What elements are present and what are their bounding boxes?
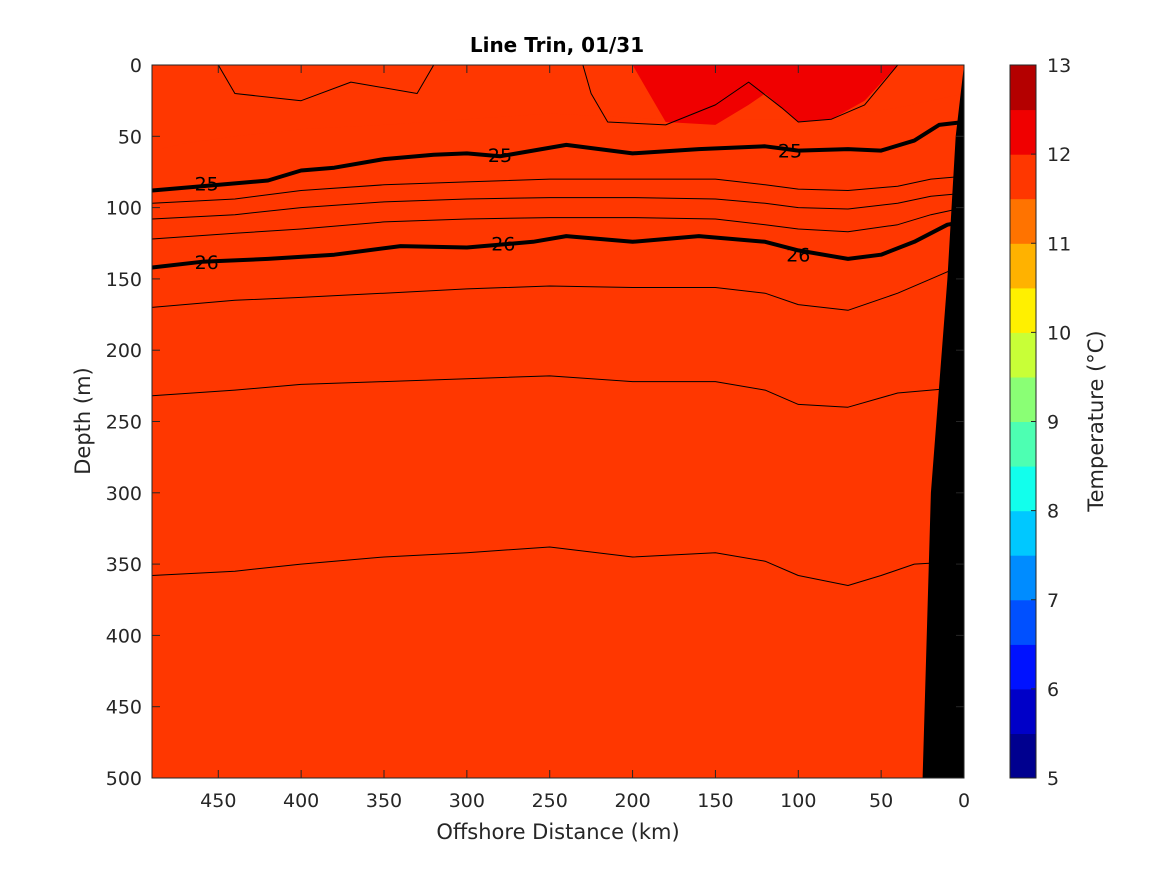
colorbar-tick-label: 8 (1047, 501, 1059, 523)
x-tick-label: 150 (697, 790, 733, 812)
colorbar-tick-label: 5 (1047, 768, 1059, 790)
temperature-band-11-5 (152, 93, 964, 778)
colorbar-label: Temperature (°C) (1084, 330, 1108, 512)
x-axis-label: Offshore Distance (km) (436, 820, 679, 844)
y-tick-label: 250 (106, 412, 142, 434)
contour-labels: 25 25 25 26 26 26 (195, 141, 811, 274)
x-tick-label: 50 (869, 790, 893, 812)
contour-label-25: 25 (778, 141, 802, 163)
contour-label-26: 26 (195, 252, 219, 274)
colorbar-swatch (1010, 109, 1036, 155)
contour-label-26: 26 (786, 245, 810, 267)
isopycnal-line (582, 65, 899, 126)
isopycnal-line (217, 65, 435, 102)
y-tick-label: 450 (106, 697, 142, 719)
temperature-bands (152, 65, 964, 778)
y-axis-ticks: 0 50 100 150 200 250 300 350 400 450 500 (106, 55, 964, 790)
y-tick-label: 400 (106, 625, 142, 647)
colorbar-swatch (1010, 65, 1036, 111)
x-tick-label: 200 (614, 790, 650, 812)
colorbar-tick-label: 11 (1047, 233, 1071, 255)
colorbar-tick-label: 9 (1047, 412, 1059, 434)
colorbar-swatch (1010, 733, 1036, 779)
y-tick-label: 350 (106, 554, 142, 576)
chart-title: Line Trin, 01/31 (470, 33, 644, 57)
colorbar-swatches (1010, 65, 1036, 779)
isolines (152, 65, 964, 586)
isopycnal-line (152, 207, 964, 240)
colorbar-swatch (1010, 198, 1036, 244)
colorbar-tick-label: 13 (1047, 55, 1071, 77)
colorbar-swatch (1010, 287, 1036, 333)
colorbar-swatch (1010, 688, 1036, 734)
colorbar-tick-label: 12 (1047, 144, 1071, 166)
colorbar-swatch (1010, 466, 1036, 512)
colorbar-swatch (1010, 154, 1036, 200)
x-tick-label: 250 (532, 790, 568, 812)
contour-label-25: 25 (488, 145, 512, 167)
colorbar: 5 6 7 8 9 10 11 12 13 (1009, 55, 1071, 790)
colorbar-swatch (1010, 555, 1036, 601)
isopycnal-line (152, 375, 964, 408)
colorbar-tick-label: 7 (1047, 590, 1059, 612)
isopycnal-25-line (152, 120, 964, 193)
x-tick-label: 0 (958, 790, 970, 812)
isopycnal-line (152, 192, 964, 220)
x-tick-label: 450 (200, 790, 236, 812)
y-axis-label: Depth (m) (71, 367, 95, 474)
colorbar-swatch (1010, 376, 1036, 422)
bathymetry-mask (922, 65, 964, 778)
isopycnal-26-line (152, 219, 964, 270)
isopycnal-line (152, 175, 964, 204)
temperature-band-12 (632, 65, 898, 125)
y-tick-label: 100 (106, 198, 142, 220)
y-tick-label: 0 (130, 55, 142, 77)
colorbar-swatch (1010, 599, 1036, 645)
colorbar-swatch (1010, 243, 1036, 289)
contour-label-25: 25 (195, 173, 219, 195)
x-axis-ticks: 450 400 350 300 250 200 150 100 50 0 (200, 65, 970, 812)
x-tick-label: 350 (366, 790, 402, 812)
x-tick-label: 300 (449, 790, 485, 812)
isopycnal-line (152, 264, 964, 311)
bathymetry-mask-layer (922, 65, 964, 778)
colorbar-swatch (1010, 510, 1036, 556)
x-tick-label: 400 (283, 790, 319, 812)
colorbar-ticks: 5 6 7 8 9 10 11 12 13 (1031, 55, 1071, 790)
y-tick-label: 200 (106, 340, 142, 362)
colorbar-swatch (1010, 332, 1036, 378)
isopycnal-line (152, 546, 964, 586)
y-tick-label: 300 (106, 483, 142, 505)
colorbar-swatch (1010, 644, 1036, 690)
colorbar-tick-label: 6 (1047, 679, 1059, 701)
colorbar-tick-label: 10 (1047, 322, 1071, 344)
x-tick-label: 100 (780, 790, 816, 812)
contour-label-26: 26 (491, 233, 515, 255)
colorbar-swatch (1010, 421, 1036, 467)
y-tick-label: 50 (118, 126, 142, 148)
y-tick-label: 500 (106, 768, 142, 790)
y-tick-label: 150 (106, 269, 142, 291)
